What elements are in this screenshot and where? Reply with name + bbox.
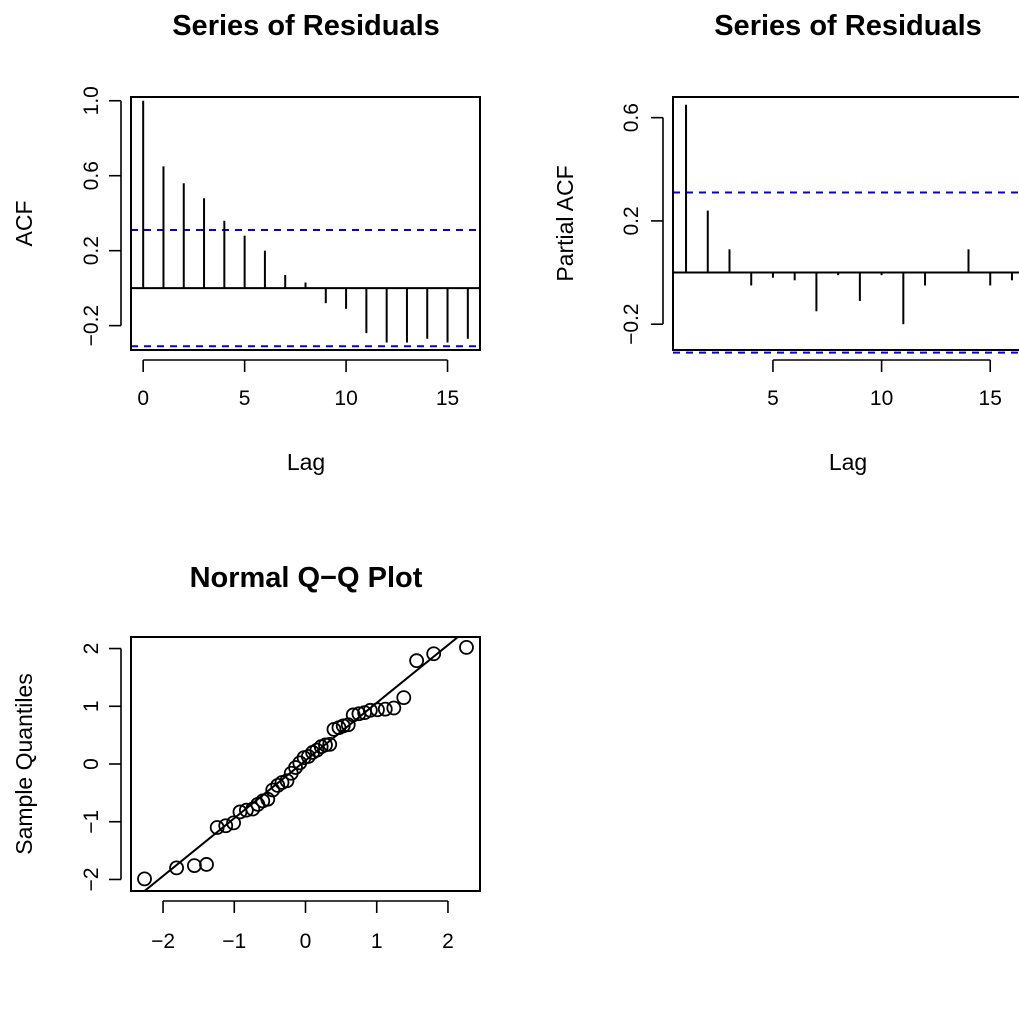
plot-frame — [130, 636, 481, 892]
qq-point — [386, 700, 402, 716]
plot-frame — [130, 96, 481, 351]
qq-point — [377, 701, 393, 717]
qq-point — [409, 653, 425, 669]
x-tick-label: 10 — [334, 387, 357, 410]
y-tick-label: 1 — [80, 700, 103, 712]
qq-point — [209, 820, 225, 835]
panel-2: Normal Q−Q PlotTheoretical QuantilesSamp… — [11, 562, 481, 1017]
y-tick-label: −0.2 — [80, 305, 103, 346]
qq-point — [345, 707, 361, 723]
y-tick-label: 2 — [80, 643, 103, 655]
y-axis-label: ACF — [11, 201, 37, 247]
x-tick-label: −2 — [151, 930, 175, 953]
x-tick-label: 15 — [436, 387, 459, 410]
chart-title: Normal Q−Q Plot — [190, 562, 423, 594]
y-tick-label: −1 — [80, 810, 103, 834]
y-tick-label: 0 — [80, 758, 103, 770]
qq-point — [370, 702, 385, 718]
y-tick-label: −2 — [80, 867, 103, 891]
y-tick-label: 0.6 — [620, 103, 643, 132]
x-tick-label: 10 — [870, 387, 893, 410]
x-tick-label: 0 — [137, 387, 149, 410]
x-axis-label: Lag — [287, 449, 325, 475]
x-axis-label: Lag — [829, 449, 867, 475]
qq-point — [270, 777, 286, 793]
y-tick-label: 0.6 — [80, 161, 103, 190]
y-tick-label: 0.2 — [620, 206, 643, 235]
y-tick-label: 0.2 — [80, 236, 103, 265]
y-axis-label: Partial ACF — [552, 165, 578, 281]
panel-1: Series of Residuals Lag Partial ACF 5 10 15 −0… — [552, 10, 1019, 475]
y-axis-label: Sample Quantiles — [11, 673, 37, 855]
chart-title: Series of Residuals — [714, 10, 982, 42]
plot-frame — [672, 96, 1019, 351]
qq-point — [459, 639, 474, 655]
qq-point — [426, 646, 442, 662]
x-tick-label: 2 — [442, 930, 454, 953]
qq-point — [309, 742, 325, 758]
x-tick-label: −1 — [222, 930, 246, 953]
x-tick-label: 1 — [371, 930, 383, 953]
chart-title: Series of Residuals — [172, 10, 440, 42]
qq-point — [186, 858, 202, 873]
panel-0: Series of Residuals Lag ACF 0 5 10 15 −0.2 0.2 0.… — [11, 10, 481, 475]
x-tick-label: 15 — [979, 387, 1002, 410]
x-tick-label: 5 — [767, 387, 779, 410]
qq-point — [137, 871, 152, 887]
qq-point — [245, 801, 261, 817]
qq-point — [169, 860, 184, 876]
qq-point — [218, 818, 234, 834]
qq-point — [288, 760, 303, 775]
x-tick-label: 5 — [239, 387, 251, 410]
qq-point — [322, 736, 338, 752]
qq-point — [279, 773, 295, 789]
qq-point — [362, 702, 378, 718]
y-tick-label: −0.2 — [620, 303, 643, 344]
y-tick-label: 1.0 — [80, 86, 103, 115]
qq-point — [396, 690, 412, 706]
qq-point — [238, 802, 254, 818]
qq-point — [226, 815, 241, 831]
qq-point — [199, 857, 214, 872]
qq-point — [265, 782, 281, 798]
x-tick-label: 0 — [300, 930, 312, 953]
